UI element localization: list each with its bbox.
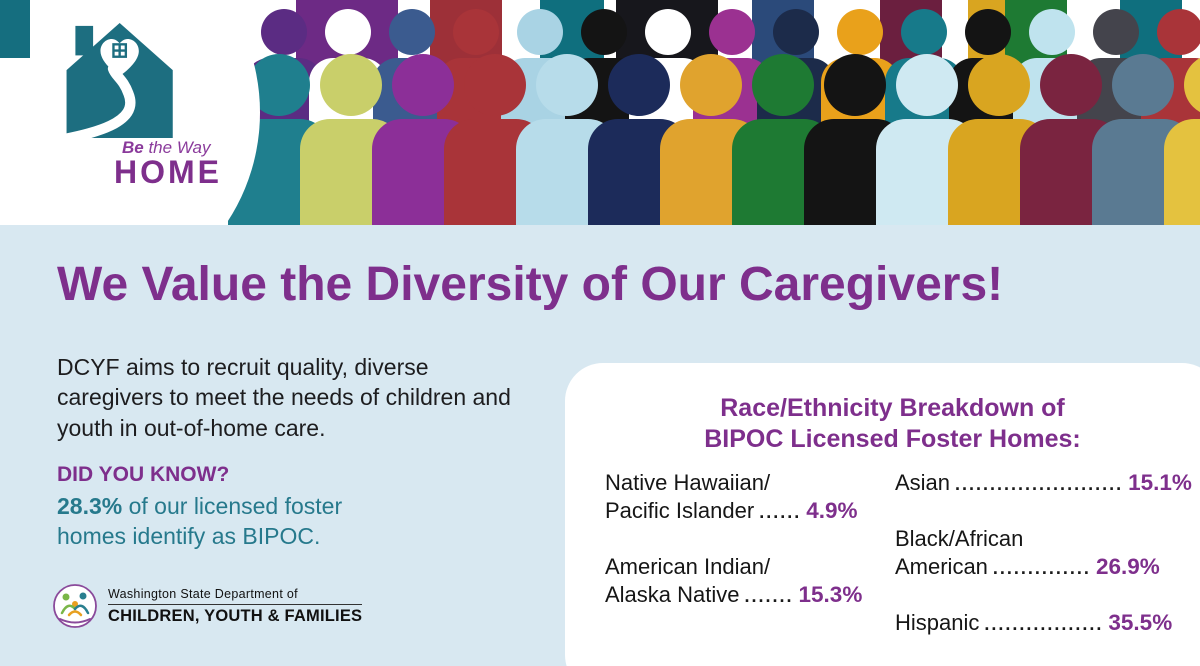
stat-label-line2: Alaska Native [605, 582, 740, 608]
person-head-icon [896, 54, 958, 116]
dot-leader: ........................ [955, 474, 1124, 494]
person-head-icon [581, 9, 627, 55]
stat-value: 26.9% [1095, 553, 1160, 579]
dcyf-logo-icon [53, 584, 97, 628]
stat-label-line2: Hispanic [895, 609, 980, 635]
person-head-icon [608, 54, 670, 116]
person-head-icon [320, 54, 382, 116]
person-head-icon [752, 54, 814, 116]
person-head-icon [680, 54, 742, 116]
dot-leader: ................. [984, 613, 1104, 634]
person-head-icon [709, 9, 755, 55]
stat-percentage: 28.3% [57, 493, 123, 519]
stat-asian: Asian........................ 15.1% [895, 469, 1195, 498]
stat-native-hawaiian-pacific-islander: Native Hawaiian/ Pacific Islander...... 4… [605, 469, 890, 526]
stat-hispanic: Hispanic................. 35.5% [895, 609, 1195, 638]
person-head-icon [392, 54, 454, 116]
person-head-icon [837, 9, 883, 55]
person-head-icon [824, 54, 886, 116]
dot-leader: .............. [992, 557, 1091, 578]
stat-value: 15.3% [798, 582, 863, 608]
person-head-icon [965, 9, 1011, 55]
people-banner-figures [0, 0, 1200, 225]
intro-paragraph: DCYF aims to recruit quality, diverse ca… [57, 354, 511, 441]
person-torso [1164, 119, 1200, 225]
person-head-icon [968, 54, 1030, 116]
person-head-icon [773, 9, 819, 55]
stat-value-line: Alaska Native....... 15.3% [605, 581, 890, 610]
dot-leader: ...... [759, 502, 802, 523]
stat-black-african-american: Black/African American.............. 26.9… [895, 525, 1195, 582]
logo-tagline-rest: the Way [143, 138, 211, 157]
stat-label-line1: American Indian/ [605, 553, 771, 579]
dcyf-agency-logo: Washington State Department of CHILDREN,… [52, 583, 363, 629]
person-head-icon [1157, 9, 1200, 55]
agency-name-line1: Washington State Department of [108, 587, 363, 605]
stat-value-line: American.............. 26.9% [895, 553, 1195, 582]
person-head-icon [389, 9, 435, 55]
person-head-icon [1112, 54, 1174, 116]
logo-home-word: HOME [114, 154, 222, 190]
stat-value: 4.9% [806, 498, 858, 524]
person-head-icon [1184, 54, 1200, 116]
did-you-know-label: DID YOU KNOW? [57, 463, 230, 486]
house-heart-icon [56, 22, 173, 138]
be-the-way-home-logo: Be the Way HOME [46, 20, 276, 220]
stat-value: 35.5% [1108, 609, 1173, 635]
stat-label-line1: Black/African [895, 525, 1024, 551]
card-title: Race/Ethnicity Breakdown of BIPOC Licens… [565, 393, 1200, 454]
logo-tagline-be: Be [122, 138, 144, 157]
dot-leader: ....... [744, 586, 794, 607]
bipoc-stat-callout: 28.3% of our licensed foster homes ident… [57, 492, 392, 552]
stat-label-line2: American [895, 553, 988, 579]
person-head-icon [536, 54, 598, 116]
stat-value-line: Hispanic................. 35.5% [895, 609, 1195, 638]
card-title-line1: Race/Ethnicity Breakdown of [720, 394, 1065, 422]
person-silhouette [1164, 0, 1200, 225]
person-head-icon [325, 9, 371, 55]
stat-value-line: Pacific Islander...... 4.9% [605, 497, 890, 526]
logo-tagline: Be the Way [122, 138, 211, 158]
person-head-icon [901, 9, 947, 55]
person-head-icon [1093, 9, 1139, 55]
stat-label-line2: Asian [895, 470, 951, 495]
person-head-icon [261, 9, 307, 55]
person-head-icon [1040, 54, 1102, 116]
stat-description: of our licensed foster homes identify as… [57, 493, 343, 549]
stat-label-line2: Pacific Islander [605, 498, 755, 524]
stat-label-line1: Native Hawaiian/ [605, 470, 771, 495]
stats-column-right: Asian........................ 15.1% Black… [895, 469, 1195, 665]
person-head-icon [1029, 9, 1075, 55]
stat-value: 15.1% [1128, 470, 1192, 495]
agency-name: Washington State Department of CHILDREN,… [108, 587, 363, 626]
agency-name-line2: CHILDREN, YOUTH & FAMILIES [108, 606, 363, 625]
stats-column-left: Native Hawaiian/ Pacific Islander...... 4… [605, 469, 890, 637]
stat-value-line: Asian........................ 15.1% [895, 469, 1195, 498]
person-head-icon [464, 54, 526, 116]
corner-accent-block [0, 0, 30, 58]
stat-american-indian-alaska-native: American Indian/ Alaska Native....... 15.… [605, 553, 890, 610]
card-title-line2: BIPOC Licensed Foster Homes: [704, 424, 1081, 453]
person-head-icon [517, 9, 563, 55]
person-head-icon [645, 9, 691, 55]
race-ethnicity-card: Race/Ethnicity Breakdown of BIPOC Licens… [565, 363, 1200, 666]
people-banner: Be the Way HOME [0, 0, 1200, 225]
page-title: We Value the Diversity of Our Caregivers… [57, 258, 1004, 311]
person-head-icon [453, 9, 499, 55]
